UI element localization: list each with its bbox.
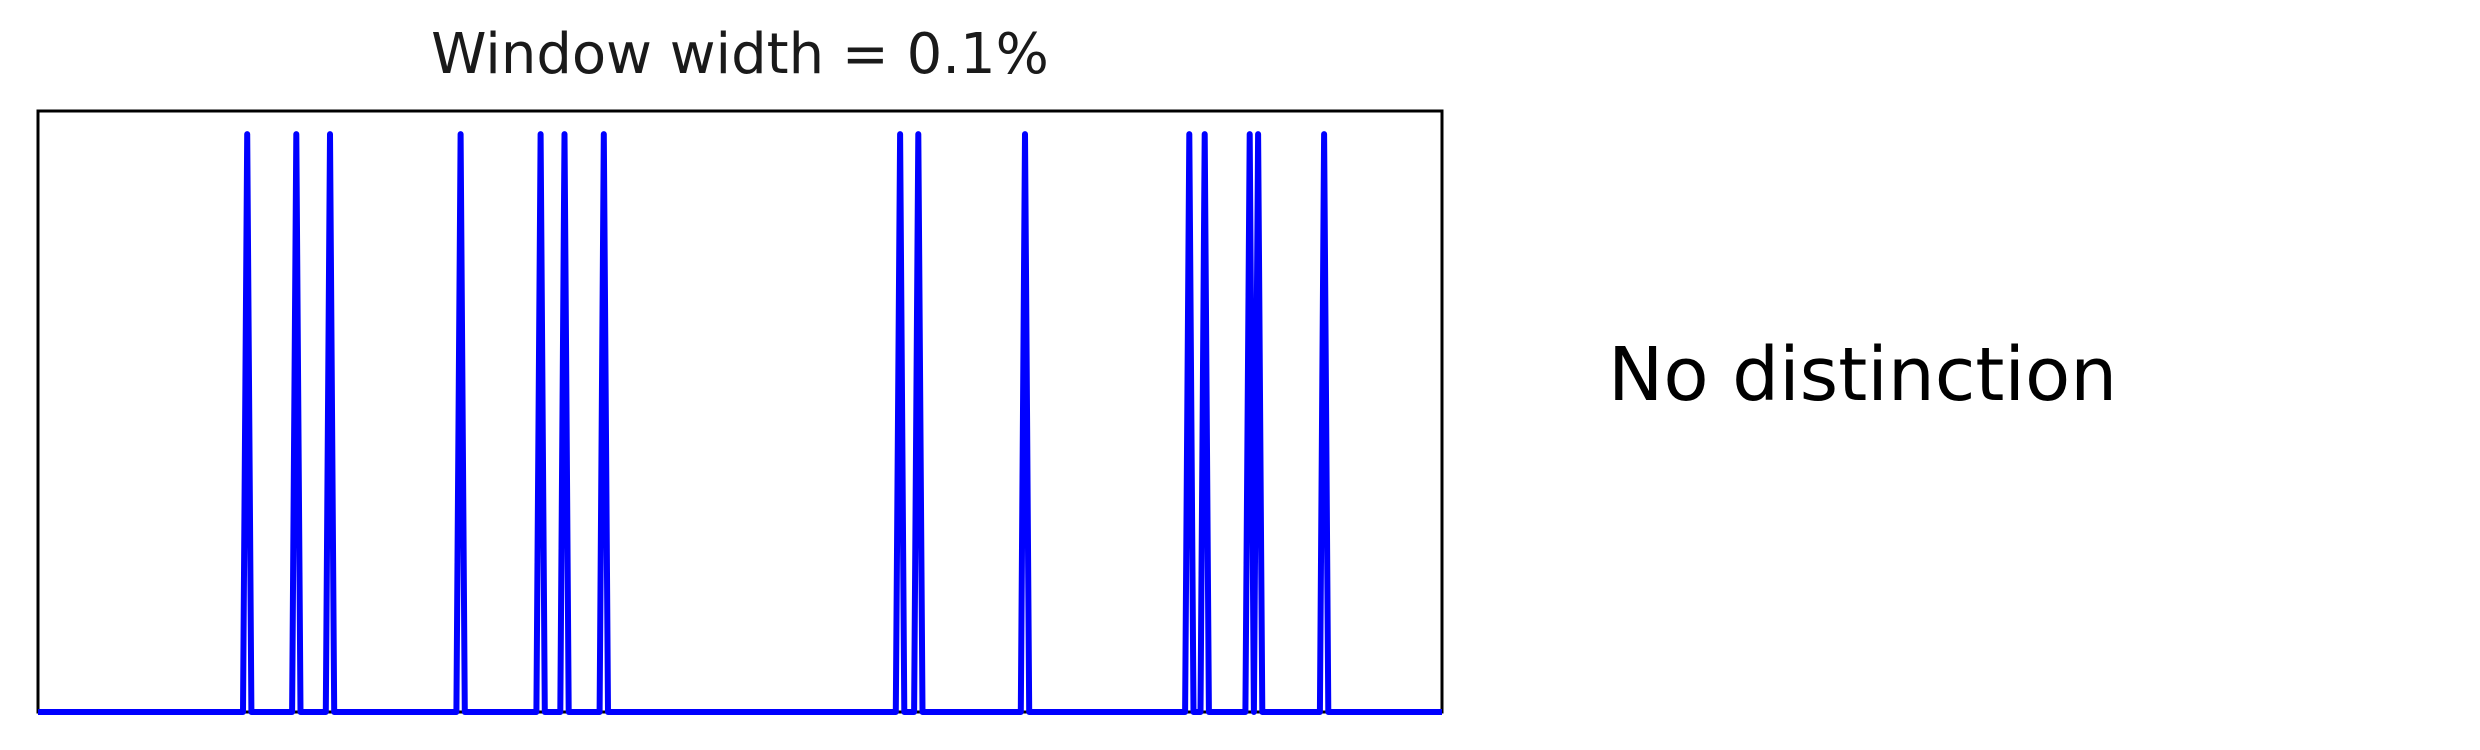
spike-point-1 bbox=[245, 132, 250, 137]
spike-point-10 bbox=[1023, 132, 1027, 137]
series-layer bbox=[38, 131, 1442, 715]
line-chart bbox=[36, 109, 1444, 715]
spike-point-2 bbox=[294, 132, 299, 137]
spike-point-5 bbox=[538, 132, 543, 137]
spike-point-15 bbox=[1322, 132, 1327, 137]
spike-point-4 bbox=[458, 132, 463, 137]
spike-point-14 bbox=[1256, 132, 1261, 137]
spike-point-6 bbox=[562, 132, 567, 137]
spike-point-8 bbox=[898, 132, 903, 137]
spike-point-7 bbox=[601, 132, 606, 137]
chart-title: Window width = 0.1% bbox=[431, 22, 1049, 87]
spike-point-3 bbox=[328, 132, 332, 137]
series-line bbox=[38, 131, 1442, 715]
spike-point-12 bbox=[1202, 132, 1207, 137]
side-note: No distinction bbox=[1608, 332, 2118, 418]
spike-point-9 bbox=[916, 132, 921, 137]
spike-point-13 bbox=[1247, 132, 1252, 137]
spike-point-11 bbox=[1187, 132, 1192, 137]
